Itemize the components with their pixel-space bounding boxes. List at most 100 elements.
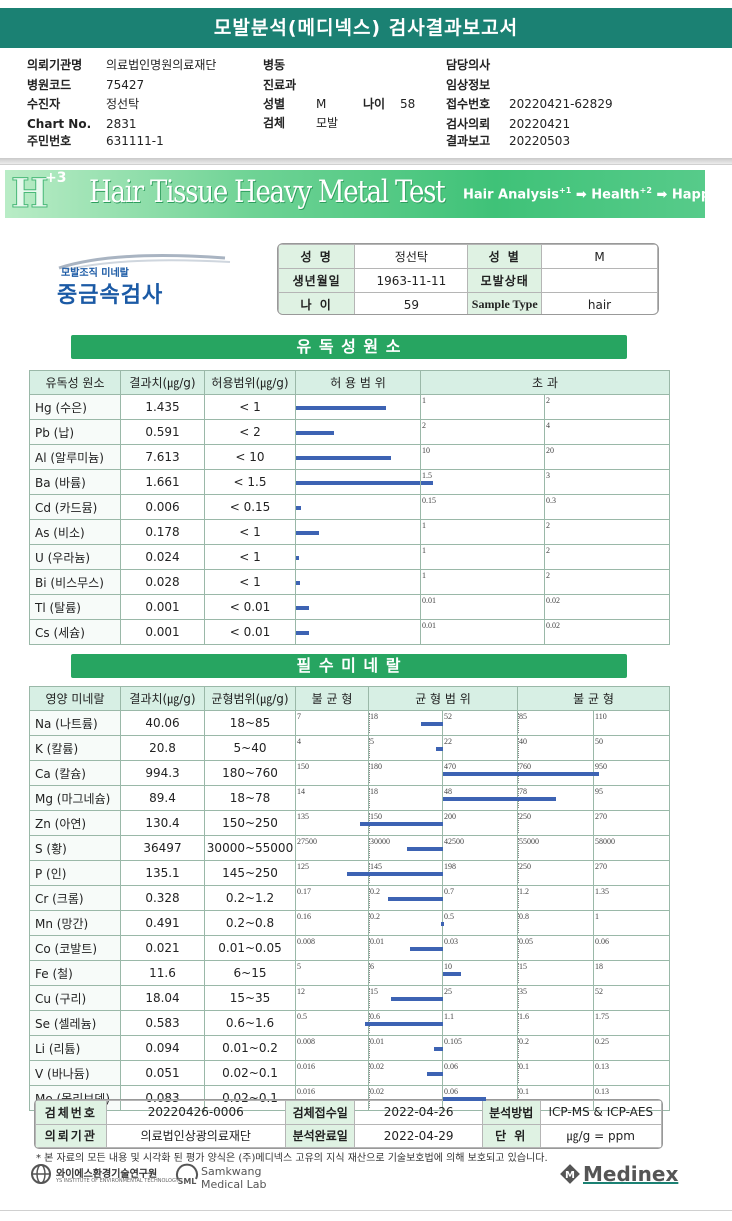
toxic-row: Hg (수은) 1.435 < 1 1 2 — [29, 394, 670, 420]
scale-divider — [518, 813, 520, 833]
col-range: 균형범위(㎍/g) — [204, 686, 296, 711]
result-value: 0.051 — [120, 1060, 205, 1086]
info-label: 수진자 — [27, 97, 61, 111]
balanced-range: 0.01~0.2 — [204, 1035, 296, 1061]
mineral-row: K (칼륨) 20.8 5~40 4 5 22 40 50 — [29, 735, 671, 761]
tick-label: 0.008 — [297, 1037, 315, 1046]
excess-cell-1: 2 — [420, 419, 545, 445]
balanced-range: 30000~55000 — [204, 835, 296, 861]
scale-cell: 0.17 — [295, 885, 443, 911]
result-bar — [296, 406, 386, 410]
excess-cell-2: 2 — [544, 569, 670, 595]
result-value: 0.178 — [120, 519, 205, 545]
excess-cell-1: 1.5 — [420, 469, 545, 495]
element-name: Se (셀레늄) — [29, 1010, 121, 1036]
scale-cell: 0.13 — [593, 1060, 671, 1086]
balanced-range: 150~250 — [204, 810, 296, 836]
result-bar — [296, 481, 420, 485]
tick-label: 950 — [595, 762, 608, 771]
result-bar — [443, 972, 461, 976]
patient-name: 정선탁 — [354, 244, 469, 269]
mineral-table: 영양 미네랄 결과치(㎍/g) 균형범위(㎍/g) 불 균 형 균 형 범 위 … — [29, 686, 671, 1111]
result-bar — [420, 722, 443, 726]
banner-title: Hair Tissue Heavy Metal Test — [89, 174, 446, 210]
result-value: 20.8 — [120, 735, 205, 761]
result-value: 1.435 — [120, 394, 205, 420]
tick-label: 95 — [595, 787, 604, 796]
result-bar — [443, 772, 600, 776]
info-chart-no: Chart No. 2831 — [27, 116, 267, 132]
scale-cell: 0.2 — [368, 910, 443, 936]
org1-subtitle: YS INSTITUTE OF ENVIRONMENTAL TECHNOLOGY — [56, 1178, 179, 1184]
scale-cell: 7 — [295, 710, 443, 736]
element-name: Ca (칼슘) — [29, 760, 121, 786]
element-name: Mg (마그네슘) — [29, 785, 121, 811]
tick-label: 200 — [444, 812, 456, 821]
info-value: 의료법인명원의료재단 — [106, 58, 217, 72]
tick-label: 0.05 — [519, 937, 534, 946]
result-value: 0.001 — [120, 619, 205, 645]
tick-label: 20 — [546, 446, 554, 455]
scale-cell: 0.06 — [441, 1060, 519, 1086]
scale-cell: 0.1 — [517, 1060, 595, 1086]
scale-cell: 0.008 — [295, 1035, 443, 1061]
col-result: 결과치(㎍/g) — [120, 686, 205, 711]
scale-divider — [369, 1088, 370, 1108]
tick-label: 150 — [297, 762, 309, 771]
scale-divider — [369, 988, 370, 1008]
col-element: 유독성 원소 — [29, 370, 121, 395]
scale-cell: 250 — [517, 860, 595, 886]
allowed-range: < 1.5 — [204, 469, 296, 495]
copyright-notice: * 본 자료의 모든 내용 및 시각화 된 평가 양식은 (주)메디넥스 고유의… — [36, 1153, 548, 1164]
balanced-range: 0.2~0.8 — [204, 910, 296, 936]
scale-divider — [369, 788, 370, 808]
patient-sex-label: 성 별 — [467, 244, 543, 269]
scale-divider — [518, 713, 520, 733]
tick-label: 1 — [595, 912, 600, 921]
tick-label: 135 — [297, 812, 309, 821]
allowed-cell — [295, 419, 421, 445]
tick-label: 0.6 — [370, 1012, 380, 1021]
result-bar — [296, 631, 309, 635]
info-institution: 의뢰기관명 의료법인명원의료재단 — [27, 57, 267, 73]
balanced-range: 180~760 — [204, 760, 296, 786]
specimen-no-label: 검체번호 — [35, 1100, 107, 1125]
result-bar — [296, 431, 334, 435]
element-name: Cs (세슘) — [29, 619, 121, 645]
completed-date: 2022-04-29 — [354, 1123, 483, 1148]
requester: 의료법인상광의료재단 — [105, 1123, 286, 1148]
element-name: Cu (구리) — [29, 985, 121, 1011]
received-date: 2022-04-26 — [354, 1100, 483, 1125]
sample-type-label: Sample Type — [467, 292, 543, 314]
tick-label: 0.01 — [422, 596, 436, 605]
balanced-range: 0.6~1.6 — [204, 1010, 296, 1036]
org1-name: 와이에스환경기술연구원 — [56, 1169, 158, 1180]
tick-label: 5 — [370, 737, 374, 746]
banner-sub-3: Happy — [671, 187, 705, 203]
toxic-row: Pb (납) 0.591 < 2 2 4 — [29, 419, 670, 445]
result-value: 0.094 — [120, 1035, 205, 1061]
element-name: Hg (수은) — [29, 394, 121, 420]
element-name: Cr (크롬) — [29, 885, 121, 911]
toxic-row: Ba (바륨) 1.661 < 1.5 1.5 3 — [29, 469, 670, 495]
mineral-header-row: 영양 미네랄 결과치(㎍/g) 균형범위(㎍/g) 불 균 형 균 형 범 위 … — [29, 686, 671, 711]
tick-label: 0.06 — [595, 937, 610, 946]
scale-cell: 35 — [517, 985, 595, 1011]
balanced-range: 18~85 — [204, 710, 296, 736]
scale-cell: 95 — [593, 785, 671, 811]
allowed-cell — [295, 594, 421, 620]
result-value: 0.028 — [120, 569, 205, 595]
result-bar — [365, 1022, 443, 1026]
info-value: 58 — [400, 97, 416, 111]
element-name: S (황) — [29, 835, 121, 861]
info-value: 20220421 — [509, 117, 571, 131]
result-bar — [296, 531, 319, 535]
allowed-range: < 0.01 — [204, 594, 296, 620]
balanced-range: 6~15 — [204, 960, 296, 986]
scale-cell: 22 — [441, 735, 519, 761]
excess-cell-2: 0.3 — [544, 494, 670, 520]
tick-label: 0.02 — [370, 1062, 384, 1071]
toxic-row: Cd (카드뮴) 0.006 < 0.15 0.15 0.3 — [29, 494, 670, 520]
swoosh-icon — [58, 254, 231, 271]
result-value: 130.4 — [120, 810, 205, 836]
